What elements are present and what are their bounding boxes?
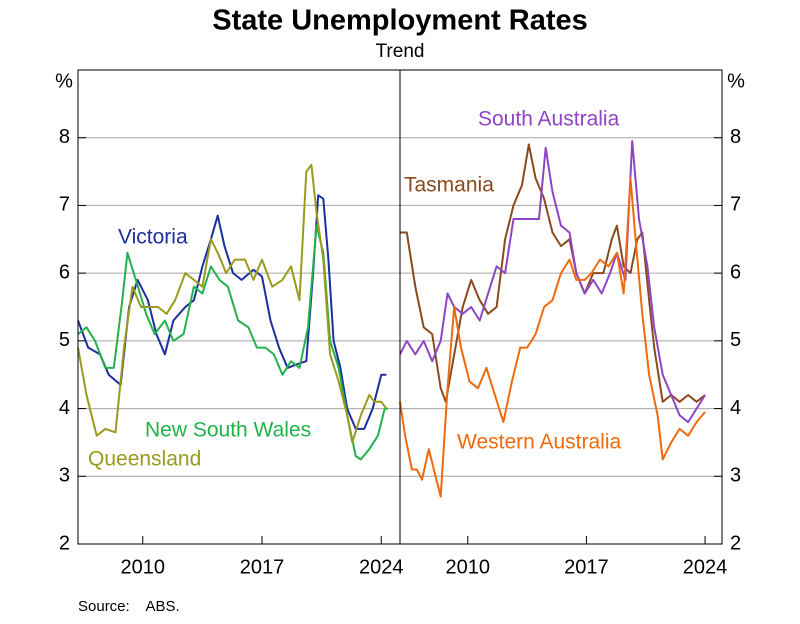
x-tick-label: 2024 <box>359 556 404 578</box>
series-label: Western Australia <box>457 431 622 454</box>
series-label: Victoria <box>118 226 188 249</box>
series-line <box>399 140 706 424</box>
y-tick-label: 8 <box>59 126 70 148</box>
y-tick-label: 8 <box>730 126 741 148</box>
series-label: New South Wales <box>145 419 311 442</box>
series-label: Tasmania <box>404 174 494 197</box>
y-tick-label: 4 <box>730 397 741 419</box>
series-line <box>399 177 706 498</box>
x-tick-label: 2024 <box>683 556 728 578</box>
y-tick-label: 7 <box>59 194 70 216</box>
series-label: Queensland <box>88 448 201 471</box>
x-tick-label: 2017 <box>564 556 609 578</box>
chart-title: State Unemployment Rates <box>212 5 588 37</box>
y-tick-label: 2 <box>730 532 741 554</box>
y-tick-label: 5 <box>730 329 741 351</box>
y-tick-label: 7 <box>730 194 741 216</box>
x-tick-label: 2010 <box>120 556 165 578</box>
y-tick-label: 3 <box>730 465 741 487</box>
x-tick-label: 2017 <box>240 556 285 578</box>
y-tick-label: 6 <box>730 261 741 283</box>
series-line <box>400 143 706 403</box>
y-tick-label: 3 <box>59 465 70 487</box>
y-tick-label: 2 <box>59 532 70 554</box>
y-axis-unit: % <box>727 70 745 92</box>
y-tick-label: 5 <box>59 329 70 351</box>
series-label: South Australia <box>478 108 620 131</box>
chart-subtitle: Trend <box>376 41 425 62</box>
y-tick-label: 6 <box>59 261 70 283</box>
source-note: Source: ABS. <box>78 598 180 615</box>
series-line <box>77 194 387 430</box>
panel-frame <box>399 69 723 545</box>
y-axis-unit: % <box>55 70 73 92</box>
series-line <box>77 163 388 444</box>
panel-frame <box>77 69 401 545</box>
y-tick-label: 4 <box>59 397 70 419</box>
x-tick-label: 2010 <box>446 556 491 578</box>
